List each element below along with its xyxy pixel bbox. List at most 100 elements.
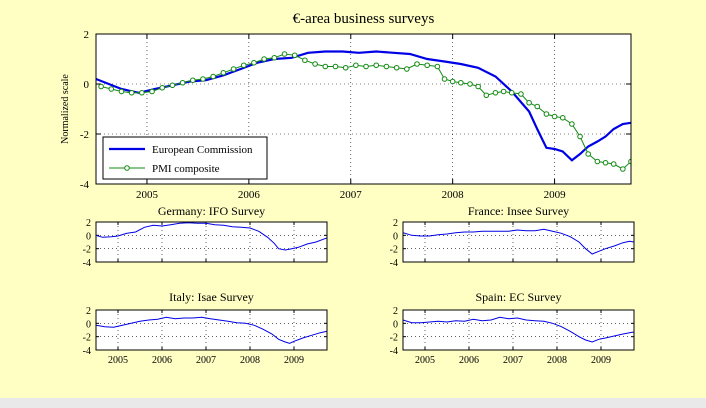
pmi-marker [594, 158, 601, 165]
pmi-marker [302, 57, 308, 64]
chart-title: Italy: Isae Survey [169, 290, 254, 304]
plot-frame [95, 221, 328, 263]
pmi-marker [139, 89, 145, 96]
pmi-marker [475, 83, 481, 90]
x-tick-label: 2009 [591, 355, 611, 366]
pmi-marker [441, 76, 448, 82]
pmi-marker [200, 76, 206, 82]
pmi-marker [128, 89, 135, 96]
plot-frame [95, 33, 632, 185]
pmi-marker [449, 78, 456, 85]
y-tick-label: -4 [390, 346, 398, 357]
x-tick-label: 2005 [415, 355, 435, 366]
pmi-marker [118, 88, 125, 95]
legend-entry: PMI composite [152, 163, 220, 175]
x-tick-label: 2005 [136, 189, 159, 201]
pmi-marker [149, 88, 155, 95]
chart-panel-3: -4 -2 0 2 2005 2006 2007 2008 2009 Italy: Isae Su… [83, 290, 328, 366]
pmi-marker [383, 63, 390, 70]
pmi-marker [620, 166, 626, 172]
y-axis-label: Normalized scale [60, 74, 71, 144]
survey-line [403, 316, 634, 343]
pmi-marker [577, 133, 583, 140]
legend-entry: European Commission [152, 144, 253, 156]
legend-box [102, 136, 268, 180]
pmi-marker [424, 62, 430, 69]
pmi-marker [610, 161, 617, 167]
y-tick-label: 2 [393, 218, 398, 229]
pmi-marker [230, 66, 237, 72]
pmi-marker [342, 64, 349, 71]
plot-area [403, 222, 634, 262]
pmi-marker [179, 79, 186, 86]
x-tick-label: 2005 [108, 355, 128, 366]
y-tick-label: -2 [80, 129, 89, 141]
pmi-marker [483, 92, 490, 99]
y-tick-label: -2 [83, 245, 91, 256]
chart-panel-2: -4 -2 0 2 France: Insee Survey [390, 204, 635, 269]
x-tick-label: 2009 [284, 355, 304, 366]
y-tick-label: 2 [84, 29, 90, 41]
x-tick-label: 2006 [152, 355, 172, 366]
pmi-marker [159, 84, 166, 91]
pmi-marker [210, 73, 216, 80]
pmi-marker [363, 63, 369, 70]
pmi-marker [169, 82, 176, 89]
chart-title: €-area business surveys [293, 11, 435, 27]
pmi-marker [500, 88, 507, 95]
y-tick-label: -4 [390, 258, 398, 269]
legend: European Commission PMI composite [102, 136, 268, 180]
pmi-marker [602, 159, 609, 166]
window-bottom-bar [0, 398, 706, 408]
y-tick-label: 0 [393, 231, 398, 242]
pmi-marker [467, 81, 473, 87]
chart-title: Spain: EC Survey [476, 290, 562, 304]
chart-panel-0: -4 -2 0 2 2005 2006 2007 2008 2009 €-area busines… [60, 11, 651, 201]
chart-panel-4: -4 -2 0 2 2005 2006 2007 2008 2009 Spain: EC Surv… [390, 290, 635, 366]
pmi-marker [508, 89, 515, 96]
pmi-marker [492, 89, 499, 96]
plot-frame [95, 309, 328, 351]
pmi-marker [312, 61, 318, 67]
x-tick-label: 2007 [196, 355, 216, 366]
plot-frame [402, 309, 635, 351]
y-tick-label: 2 [86, 218, 91, 229]
y-tick-label: -4 [83, 258, 91, 269]
x-tick-label: 2006 [238, 189, 261, 201]
x-tick-label: 2008 [547, 355, 567, 366]
y-tick-label: 2 [393, 306, 398, 317]
survey-line [96, 222, 327, 251]
pmi-marker [646, 132, 651, 137]
pmi-marker [190, 77, 196, 84]
pmi-marker [251, 59, 257, 66]
survey-line [96, 316, 327, 344]
pmi-marker [434, 63, 441, 70]
pmi-marker [353, 62, 359, 69]
pmi-marker [220, 69, 227, 76]
pmi-marker [108, 86, 115, 92]
x-tick-label: 2008 [240, 355, 260, 366]
pmi-marker [585, 151, 592, 157]
pmi-marker [322, 63, 329, 70]
pmi-marker [569, 121, 575, 127]
pmi-marker [281, 51, 288, 57]
y-tick-label: -2 [390, 245, 398, 256]
y-tick-label: -4 [83, 346, 91, 357]
x-tick-label: 2006 [459, 355, 479, 366]
x-tick-label: 2007 [503, 355, 523, 366]
pmi-marker [271, 54, 278, 61]
plot-area [96, 222, 327, 262]
plot-area [96, 310, 327, 350]
pmi-marker [393, 64, 400, 71]
pmi-marker [291, 52, 298, 59]
x-tick-label: 2007 [340, 189, 363, 201]
pmi-marker [373, 62, 380, 69]
pmi-marker [414, 61, 420, 67]
pmi-marker [559, 114, 566, 121]
pmi-marker [543, 111, 550, 117]
pmi-marker [534, 103, 541, 110]
pmi-marker [628, 158, 631, 165]
chart-panel-1: -4 -2 0 2 Germany: IFO Survey [83, 204, 328, 269]
pmi-marker [240, 62, 247, 69]
pmi-marker [458, 79, 464, 86]
